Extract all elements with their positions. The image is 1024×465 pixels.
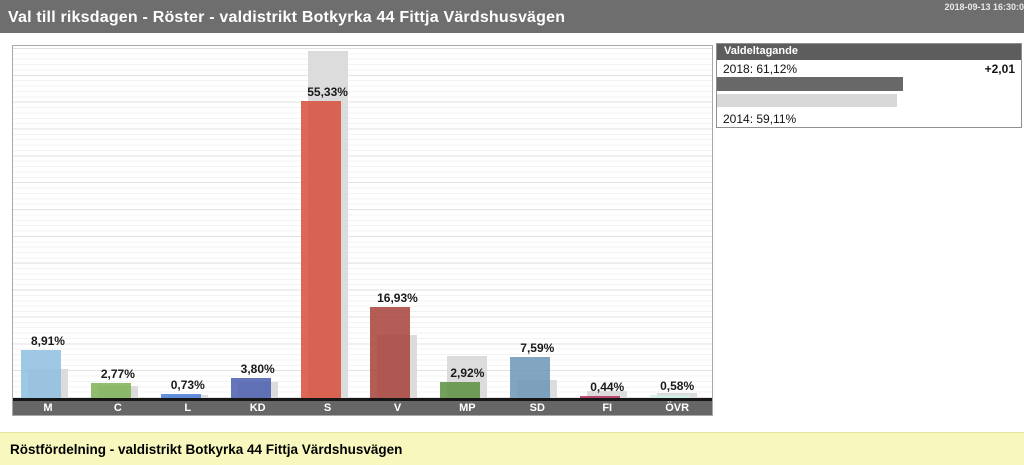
turnout-bar-2018 [717, 77, 903, 91]
bar-2018-sd [510, 357, 551, 398]
turnout-row-2018: 2018: 61,12% +2,01 [717, 60, 1021, 77]
axis-label-s: S [323, 402, 332, 414]
bar-value-label-s: 55,33% [307, 85, 348, 100]
bar-group-sd: 7,59% [502, 46, 572, 398]
bar-value-label-sd: 7,59% [520, 341, 555, 356]
vote-distribution-chart: 8,91% 2,77% 0,73% 3,80% 55,33% 16,93% 2,92% 7,5… [12, 45, 713, 416]
turnout-2018-label: 2018: 61,12% [723, 62, 798, 76]
bar-2018-c [90, 383, 131, 398]
bar-group-m: 8,91% [13, 46, 83, 398]
bar-2018-fi [580, 395, 621, 398]
bar-value-label-m: 8,91% [30, 334, 65, 349]
bar-value-label-l: 0,73% [170, 378, 205, 393]
turnout-panel-title: Valdeltagande [717, 44, 1021, 60]
bar-2018-l [160, 394, 201, 398]
axis-label-m: M [43, 402, 53, 414]
axis-label-övr: ÖVR [665, 402, 690, 414]
axis-label-mp: MP [459, 402, 476, 414]
bar-group-kd: 3,80% [223, 46, 293, 398]
page-header: Val till riksdagen - Röster - valdistrik… [0, 0, 1024, 33]
bar-group-fi: 0,44% [572, 46, 642, 398]
bar-value-label-v: 16,93% [377, 291, 418, 306]
bar-value-label-c: 2,77% [100, 367, 135, 382]
bar-2018-mp [440, 382, 481, 398]
bar-value-label-fi: 0,44% [590, 379, 625, 394]
bar-2018-övr [650, 394, 691, 398]
bar-2018-m [20, 350, 61, 398]
bar-value-label-kd: 3,80% [240, 361, 275, 376]
chart-plot-area: 8,91% 2,77% 0,73% 3,80% 55,33% 16,93% 2,92% 7,5… [13, 46, 712, 398]
axis-label-v: V [393, 402, 402, 414]
report-timestamp: 2018-09-13 16:30:0 [944, 2, 1024, 12]
turnout-2014-label: 2014: 59,11% [723, 112, 797, 126]
turnout-panel: Valdeltagande 2018: 61,12% +2,01 2014: 5… [716, 43, 1022, 128]
bar-2018-kd [230, 377, 271, 398]
axis-label-c: C [113, 402, 122, 414]
axis-label-l: L [184, 402, 192, 414]
bar-group-v: 16,93% [363, 46, 433, 398]
axis-label-kd: KD [249, 402, 266, 414]
axis-label-sd: SD [529, 402, 545, 414]
bar-group-övr: 0,58% [642, 46, 712, 398]
bar-2014-fi [587, 391, 628, 398]
bar-group-l: 0,73% [153, 46, 223, 398]
turnout-change-badge: +2,01 [984, 62, 1015, 76]
bar-group-mp: 2,92% [432, 46, 502, 398]
chart-x-axis: M C L KD S V MP SD FI ÖVR [13, 398, 712, 415]
turnout-bar-2014 [717, 94, 897, 107]
bar-value-label-övr: 0,58% [660, 378, 695, 393]
bar-group-s: 55,33% [293, 46, 363, 398]
bar-2018-s [300, 101, 341, 398]
page-title: Val till riksdagen - Röster - valdistrik… [8, 9, 566, 26]
section-footer-title: Röstfördelning - valdistrikt Botkyrka 44… [10, 442, 403, 457]
axis-label-fi: FI [602, 402, 613, 414]
turnout-row-2014: 2014: 59,11% [717, 110, 1021, 127]
bar-group-c: 2,77% [83, 46, 153, 398]
section-footer: Röstfördelning - valdistrikt Botkyrka 44… [0, 432, 1024, 465]
bar-2018-v [370, 307, 411, 398]
bar-value-label-mp: 2,92% [450, 366, 485, 381]
